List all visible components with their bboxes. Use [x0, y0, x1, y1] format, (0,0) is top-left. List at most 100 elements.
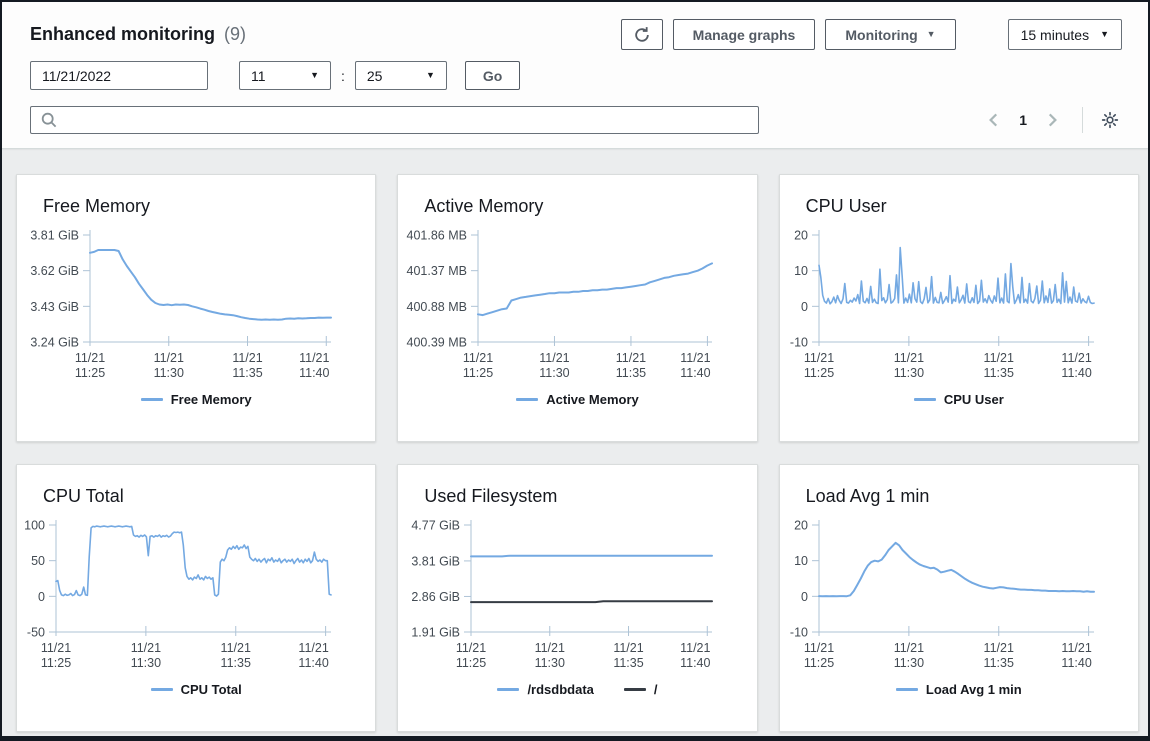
page-number: 1 — [1019, 112, 1027, 128]
time-range-label: 15 minutes — [1020, 26, 1090, 43]
y-tick-label: 0 — [801, 590, 808, 604]
legend-item[interactable]: Active Memory — [516, 392, 639, 407]
y-tick-label: 10 — [794, 554, 808, 568]
y-tick-label: 3.81 GiB — [30, 229, 79, 243]
hour-value: 11 — [251, 67, 266, 84]
search-input[interactable] — [30, 106, 759, 134]
legend-item[interactable]: / — [623, 682, 658, 697]
y-tick-label: 1.91 GiB — [412, 626, 461, 640]
legend-swatch — [895, 688, 918, 691]
chart-legend: CPU User — [780, 392, 1138, 407]
x-tick-label: 11/21 11:35 — [616, 351, 646, 380]
y-tick-label: 0 — [801, 300, 808, 314]
legend-swatch — [623, 688, 646, 691]
chart-title: Used Filesystem — [424, 486, 558, 506]
go-button[interactable]: Go — [464, 61, 521, 90]
date-input[interactable] — [30, 61, 208, 90]
caret-down-icon: ▼ — [425, 70, 435, 80]
legend-item[interactable]: CPU Total — [150, 682, 242, 697]
chart-grid: Free Memory 3.81 GiB 3.62 GiB 3.43 GiB 3.24… — [2, 149, 1148, 732]
y-tick-label: 20 — [794, 519, 808, 533]
x-tick-label: 11/21 11:40 — [298, 641, 328, 670]
legend-label: CPU User — [943, 392, 1004, 407]
legend-swatch — [516, 398, 539, 401]
time-separator: : — [341, 67, 345, 84]
chart-card-free-memory: Free Memory 3.81 GiB 3.62 GiB 3.43 GiB 3.24… — [16, 174, 377, 442]
x-tick-label: 11/21 11:25 — [803, 641, 833, 670]
chart-card-load-avg: Load Avg 1 min 20 10 0 -10 11/21 11:25 11/21 11… — [778, 464, 1139, 732]
y-tick-label: 2.86 GiB — [412, 590, 461, 604]
divider — [1082, 107, 1083, 133]
minute-select[interactable]: 25 ▼ — [354, 61, 447, 90]
x-tick-label: 11/21 11:30 — [893, 641, 923, 670]
chart-legend: Active Memory — [398, 392, 756, 407]
x-tick-label: 11/21 11:25 — [463, 351, 493, 380]
manage-graphs-label: Manage graphs — [692, 26, 796, 43]
x-tick-label: 11/21 11:30 — [540, 351, 570, 380]
x-tick-label: 11/21 11:30 — [131, 641, 161, 670]
y-tick-label: 400.88 MB — [407, 300, 467, 314]
legend-item[interactable]: /rdsdbdata — [497, 682, 594, 697]
refresh-icon — [634, 26, 649, 42]
chevron-left-icon — [989, 113, 998, 127]
monitoring-label: Monitoring — [845, 26, 918, 43]
legend-label: Free Memory — [170, 392, 252, 407]
series-line — [470, 554, 714, 558]
legend-item[interactable]: CPU User — [913, 392, 1004, 407]
next-page-button[interactable] — [1039, 109, 1065, 131]
y-tick-label: 3.81 GiB — [412, 554, 461, 568]
monitoring-dropdown[interactable]: Monitoring ▼ — [825, 19, 956, 50]
x-tick-label: 11/21 11:30 — [535, 641, 565, 670]
caret-down-icon: ▼ — [310, 70, 319, 80]
series-line — [817, 246, 1095, 305]
y-tick-label: 3.24 GiB — [30, 336, 79, 350]
series-line — [89, 249, 332, 321]
x-tick-label: 11/21 11:40 — [680, 641, 710, 670]
chart-title: Free Memory — [43, 196, 151, 216]
series-line — [55, 525, 332, 597]
refresh-button[interactable] — [620, 19, 663, 50]
preferences-button[interactable] — [1098, 108, 1122, 132]
search-icon — [41, 112, 57, 128]
legend-item[interactable]: Load Avg 1 min — [895, 682, 1022, 697]
chart-title: CPU Total — [43, 486, 124, 506]
chart-card-cpu-total: CPU Total 100 50 0 -50 11/21 11:25 11/21 11:30 1… — [16, 464, 377, 732]
chart-title: Load Avg 1 min — [805, 486, 930, 506]
legend-swatch — [913, 398, 936, 401]
series-line — [817, 541, 1095, 598]
x-tick-label: 11/21 11:35 — [983, 641, 1013, 670]
time-range-dropdown[interactable]: 15 minutes ▼ — [1007, 19, 1122, 50]
y-tick-label: 4.77 GiB — [412, 519, 461, 533]
hour-select[interactable]: 11 ▼ — [239, 61, 331, 90]
gear-icon — [1101, 111, 1119, 129]
y-tick-label: 50 — [31, 554, 45, 568]
chart-legend: CPU Total — [17, 682, 375, 697]
legend-swatch — [150, 688, 173, 691]
x-tick-label: 11/21 11:25 — [75, 351, 105, 380]
pagination: 1 — [981, 107, 1122, 133]
manage-graphs-button[interactable]: Manage graphs — [672, 19, 816, 50]
search-box — [30, 106, 759, 134]
chart-title: Active Memory — [424, 196, 544, 216]
minute-value: 25 — [366, 67, 383, 84]
legend-item[interactable]: Free Memory — [140, 392, 252, 407]
legend-swatch — [140, 398, 163, 401]
legend-label: /rdsdbdata — [527, 682, 594, 697]
caret-down-icon: ▼ — [1100, 29, 1109, 39]
y-tick-label: -50 — [27, 626, 45, 640]
y-tick-label: 10 — [794, 264, 808, 278]
y-tick-label: 100 — [24, 519, 45, 533]
x-tick-label: 11/21 11:25 — [456, 641, 486, 670]
y-tick-label: 3.43 GiB — [30, 300, 79, 314]
prev-page-button[interactable] — [981, 109, 1007, 131]
legend-label: Active Memory — [546, 392, 639, 407]
x-tick-label: 11/21 11:30 — [893, 351, 923, 380]
legend-label: / — [653, 682, 658, 697]
series-line — [477, 262, 714, 317]
